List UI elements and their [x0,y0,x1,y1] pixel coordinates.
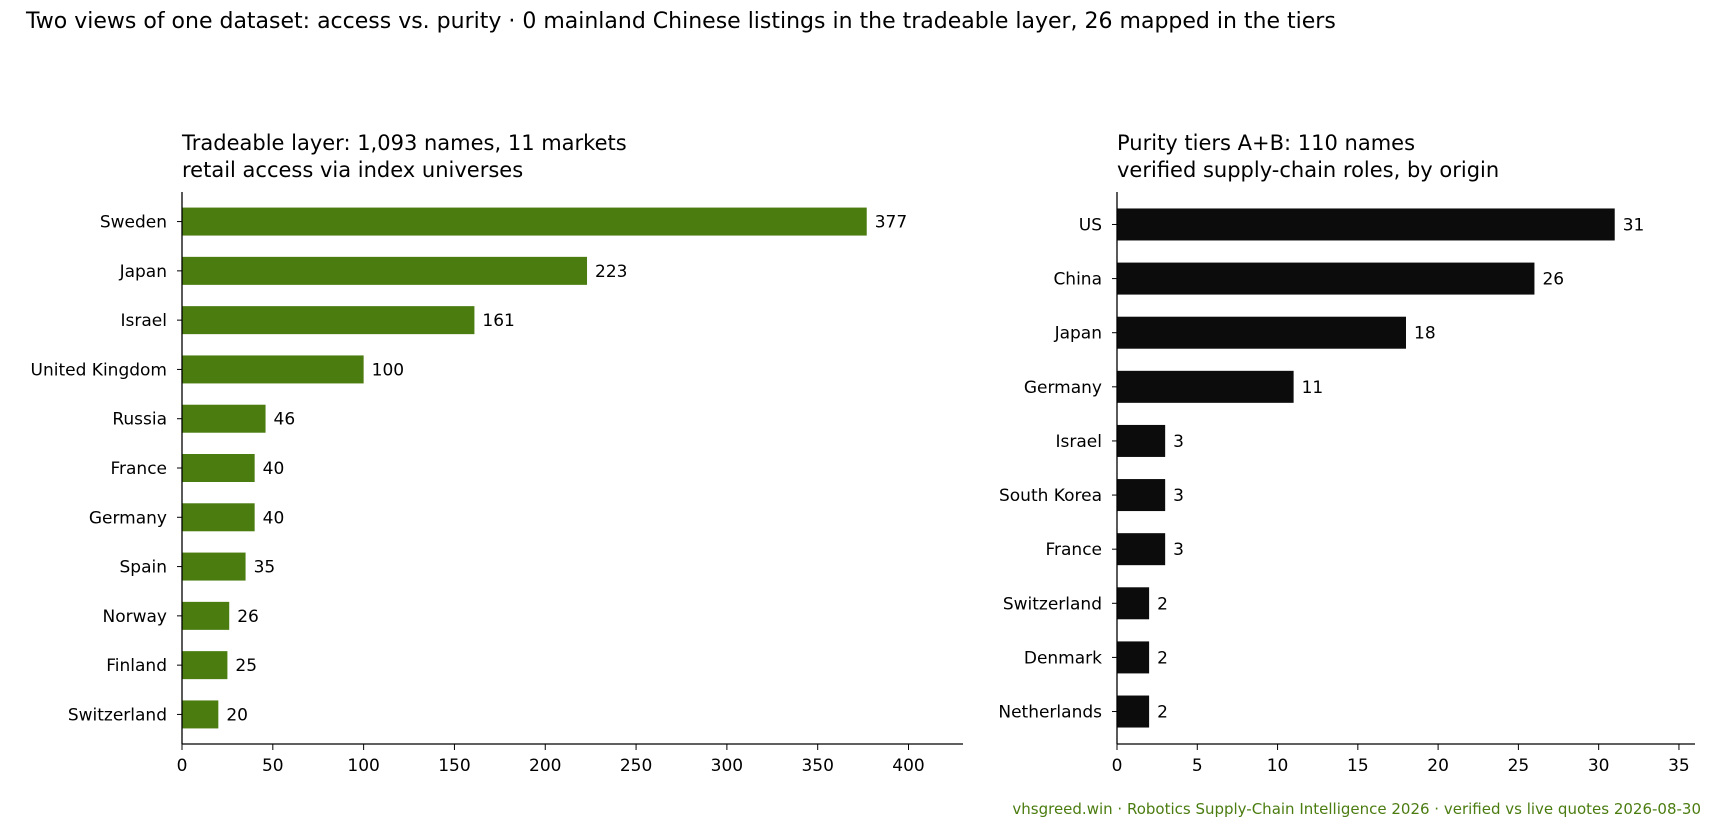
left-y-tick-label-switzerland: Switzerland [68,705,167,725]
left-y-tick-label-germany: Germany [89,508,167,528]
right-bar-japan [1117,316,1406,349]
left-x-tick-label-250: 250 [620,756,652,776]
right-bar-chart: 31 US 26 China 18 Japan 11 Germany 3 Israel 3 South… [998,192,1695,776]
left-value-label-switzerland: 20 [226,705,248,725]
left-x-tick-label-350: 350 [801,756,833,776]
right-y-tick-label-france: France [1045,540,1102,560]
right-value-label-denmark: 2 [1157,648,1168,668]
right-x-tick-label-30: 30 [1588,756,1610,776]
left-x-tick-label-150: 150 [438,756,470,776]
left-bar-france [182,454,255,482]
left-bar-russia [182,404,266,433]
right-bar-france [1117,533,1166,566]
right-y-tick-label-switzerland: Switzerland [1003,594,1102,614]
left-value-label-norway: 26 [237,607,259,627]
right-value-label-netherlands: 2 [1157,703,1168,723]
left-x-tick-label-50: 50 [262,756,284,776]
right-value-label-china: 26 [1542,270,1564,290]
right-bar-netherlands [1117,695,1150,728]
figure-title: Two views of one dataset: access vs. pur… [26,9,1336,34]
right-value-label-switzerland: 2 [1157,594,1168,614]
right-bar-israel [1117,424,1166,457]
right-chart-title-line1: Purity tiers A+B: 110 names [1117,131,1416,155]
right-x-tick-label-20: 20 [1427,756,1449,776]
left-bar-norway [182,601,230,630]
left-chart-title: Tradeable layer: 1,093 names, 11 markets… [182,130,627,184]
left-y-tick-label-finland: Finland [106,656,167,676]
left-value-label-france: 40 [263,459,285,479]
left-value-label-germany: 40 [263,508,285,528]
right-bar-switzerland [1117,587,1150,620]
right-y-tick-label-netherlands: Netherlands [998,703,1102,723]
right-chart-title: Purity tiers A+B: 110 names verified sup… [1117,130,1499,184]
right-y-tick-label-china: China [1053,270,1102,290]
right-y-tick-label-germany: Germany [1024,378,1102,398]
left-y-tick-label-sweden: Sweden [100,213,167,233]
left-y-tick-label-russia: Russia [112,410,167,430]
left-value-label-finland: 25 [235,656,257,676]
left-y-tick-label-norway: Norway [103,607,168,627]
left-y-tick-label-israel: Israel [121,311,167,331]
left-value-label-spain: 35 [254,558,276,578]
right-x-tick-label-0: 0 [1112,756,1123,776]
left-bar-switzerland [182,700,219,729]
left-bar-sweden [182,207,867,236]
left-value-label-russia: 46 [274,410,296,430]
left-x-tick-label-400: 400 [892,756,924,776]
right-value-label-us: 31 [1623,215,1645,235]
right-x-tick-label-35: 35 [1668,756,1690,776]
left-chart-title-line2: retail access via index universes [182,158,524,182]
left-x-tick-label-200: 200 [529,756,561,776]
left-bar-spain [182,552,246,581]
left-bar-israel [182,306,475,335]
left-y-tick-label-france: France [110,459,167,479]
left-bar-germany [182,503,255,532]
right-bar-us [1117,208,1615,241]
right-value-label-germany: 11 [1302,378,1324,398]
left-y-tick-label-united-kingdom: United Kingdom [31,360,167,380]
right-value-label-japan: 18 [1414,324,1436,344]
right-x-tick-label-10: 10 [1267,756,1289,776]
right-bar-germany [1117,370,1294,403]
left-chart-title-line1: Tradeable layer: 1,093 names, 11 markets [182,131,627,155]
left-bar-japan [182,256,588,285]
left-x-tick-label-300: 300 [711,756,743,776]
right-x-tick-label-15: 15 [1347,756,1369,776]
right-x-tick-label-25: 25 [1508,756,1530,776]
left-y-tick-label-japan: Japan [119,262,167,282]
right-bar-denmark [1117,641,1150,674]
right-bar-south-korea [1117,479,1166,512]
right-y-tick-label-denmark: Denmark [1024,648,1102,668]
right-chart-title-line2: verified supply-chain roles, by origin [1117,158,1500,182]
left-value-label-united-kingdom: 100 [372,360,404,380]
left-bar-united-kingdom [182,355,364,384]
right-x-tick-label-5: 5 [1192,756,1203,776]
footer-credit: vhsgreed.win · Robotics Supply-Chain Int… [1012,800,1701,818]
left-bar-chart: 377 Sweden 223 Japan 161 Israel 100 United King… [31,192,963,776]
right-y-tick-label-south-korea: South Korea [999,486,1102,506]
right-y-tick-label-israel: Israel [1056,432,1102,452]
left-bar-finland [182,651,228,680]
right-y-tick-label-us: US [1079,215,1102,235]
left-value-label-sweden: 377 [875,213,907,233]
left-y-tick-label-spain: Spain [120,558,168,578]
right-y-tick-label-japan: Japan [1054,324,1102,344]
right-value-label-france: 3 [1173,540,1184,560]
left-value-label-israel: 161 [482,311,514,331]
left-x-tick-label-0: 0 [177,756,188,776]
right-bar-china [1117,262,1535,295]
left-x-tick-label-100: 100 [347,756,379,776]
left-value-label-japan: 223 [595,262,627,282]
right-value-label-israel: 3 [1173,432,1184,452]
right-value-label-south-korea: 3 [1173,486,1184,506]
